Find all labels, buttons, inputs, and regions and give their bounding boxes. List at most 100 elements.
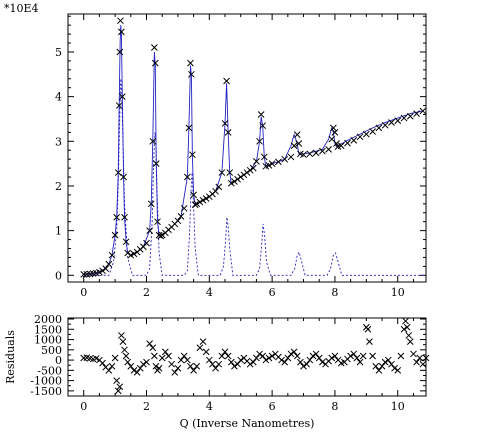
data-point xyxy=(212,187,219,195)
data-point xyxy=(246,360,254,368)
data-point xyxy=(397,352,405,360)
data-point xyxy=(143,358,150,366)
y-tick-label: -500 xyxy=(37,364,62,377)
data-point xyxy=(260,153,268,161)
data-point xyxy=(388,360,395,368)
data-point xyxy=(419,360,427,368)
data-point xyxy=(227,358,235,366)
data-point xyxy=(121,346,128,354)
data-point xyxy=(223,77,230,85)
data-point xyxy=(347,352,354,360)
data-point xyxy=(226,169,234,176)
x-tick-label: 2 xyxy=(143,400,150,413)
data-point xyxy=(127,362,135,370)
data-point xyxy=(306,356,314,364)
x-tick-label: 10 xyxy=(391,286,405,299)
data-point xyxy=(146,227,154,234)
y-tick-label: 5 xyxy=(55,46,62,59)
data-point xyxy=(400,325,408,333)
data-point xyxy=(381,358,389,366)
x-tick-label: 4 xyxy=(206,400,213,413)
data-point xyxy=(151,59,159,67)
data-point xyxy=(410,350,417,358)
data-point xyxy=(281,155,289,163)
data-point xyxy=(154,218,161,226)
data-point xyxy=(180,204,188,212)
data-point xyxy=(114,169,122,176)
data-point xyxy=(256,350,263,358)
fit-line xyxy=(83,25,423,275)
data-point xyxy=(158,231,166,239)
data-point xyxy=(234,175,241,183)
data-point xyxy=(122,352,130,360)
y-tick-label: -1000 xyxy=(30,375,62,388)
x-tick-label: 0 xyxy=(80,286,87,299)
data-point xyxy=(295,140,303,147)
data-point xyxy=(253,158,260,165)
x-tick-label: 6 xyxy=(269,286,276,299)
data-point xyxy=(168,360,175,368)
data-point xyxy=(337,142,345,150)
x-tick-label: 0 xyxy=(80,400,87,413)
data-point xyxy=(105,260,113,268)
data-point xyxy=(108,251,116,259)
data-point xyxy=(309,352,317,360)
data-point xyxy=(183,173,191,181)
data-point xyxy=(218,169,226,176)
data-point xyxy=(180,352,188,360)
data-point xyxy=(187,59,194,67)
data-point xyxy=(113,377,121,384)
data-point xyxy=(237,173,245,181)
data-point xyxy=(205,356,213,364)
data-point xyxy=(188,70,195,78)
data-point xyxy=(165,352,172,360)
data-point xyxy=(375,366,383,374)
data-point xyxy=(331,352,339,360)
data-point xyxy=(366,338,373,345)
data-point xyxy=(257,111,265,118)
data-point xyxy=(287,350,295,358)
data-point xyxy=(330,124,337,132)
data-point xyxy=(105,366,113,374)
data-point xyxy=(108,362,116,370)
data-point xyxy=(152,362,160,370)
data-point xyxy=(375,124,383,132)
x-tick-label: 2 xyxy=(143,286,150,299)
data-point xyxy=(319,147,326,155)
data-point xyxy=(136,364,144,372)
data-point xyxy=(199,196,207,204)
data-point xyxy=(117,17,124,25)
x-tick-label: 10 xyxy=(391,400,405,413)
data-point xyxy=(356,133,364,141)
data-point xyxy=(143,239,150,247)
data-point xyxy=(312,149,320,157)
data-point xyxy=(215,183,223,191)
data-point xyxy=(177,212,185,220)
data-point xyxy=(419,107,427,115)
y-tick-label: 0 xyxy=(55,269,62,282)
data-point xyxy=(111,354,119,362)
main-plot: *10E4 0 2 4 6 8 10 0 1 2 3 4 5 xyxy=(4,2,427,299)
data-point xyxy=(111,231,119,239)
data-point xyxy=(193,362,201,370)
data-point xyxy=(174,364,182,372)
data-point xyxy=(403,323,411,331)
data-point xyxy=(388,119,395,126)
data-point xyxy=(268,160,276,167)
y-tick-label: 4 xyxy=(55,91,62,104)
data-point xyxy=(246,166,254,174)
data-point xyxy=(413,110,420,117)
data-point xyxy=(177,356,185,364)
data-point xyxy=(284,354,292,362)
data-point xyxy=(99,267,106,275)
data-point xyxy=(325,145,333,153)
data-point xyxy=(350,137,358,144)
data-point xyxy=(344,139,351,147)
data-point xyxy=(303,360,311,368)
data-point xyxy=(155,364,163,372)
data-point xyxy=(130,250,138,258)
data-point xyxy=(362,130,370,138)
data-point xyxy=(116,48,124,56)
data-point xyxy=(293,352,301,360)
